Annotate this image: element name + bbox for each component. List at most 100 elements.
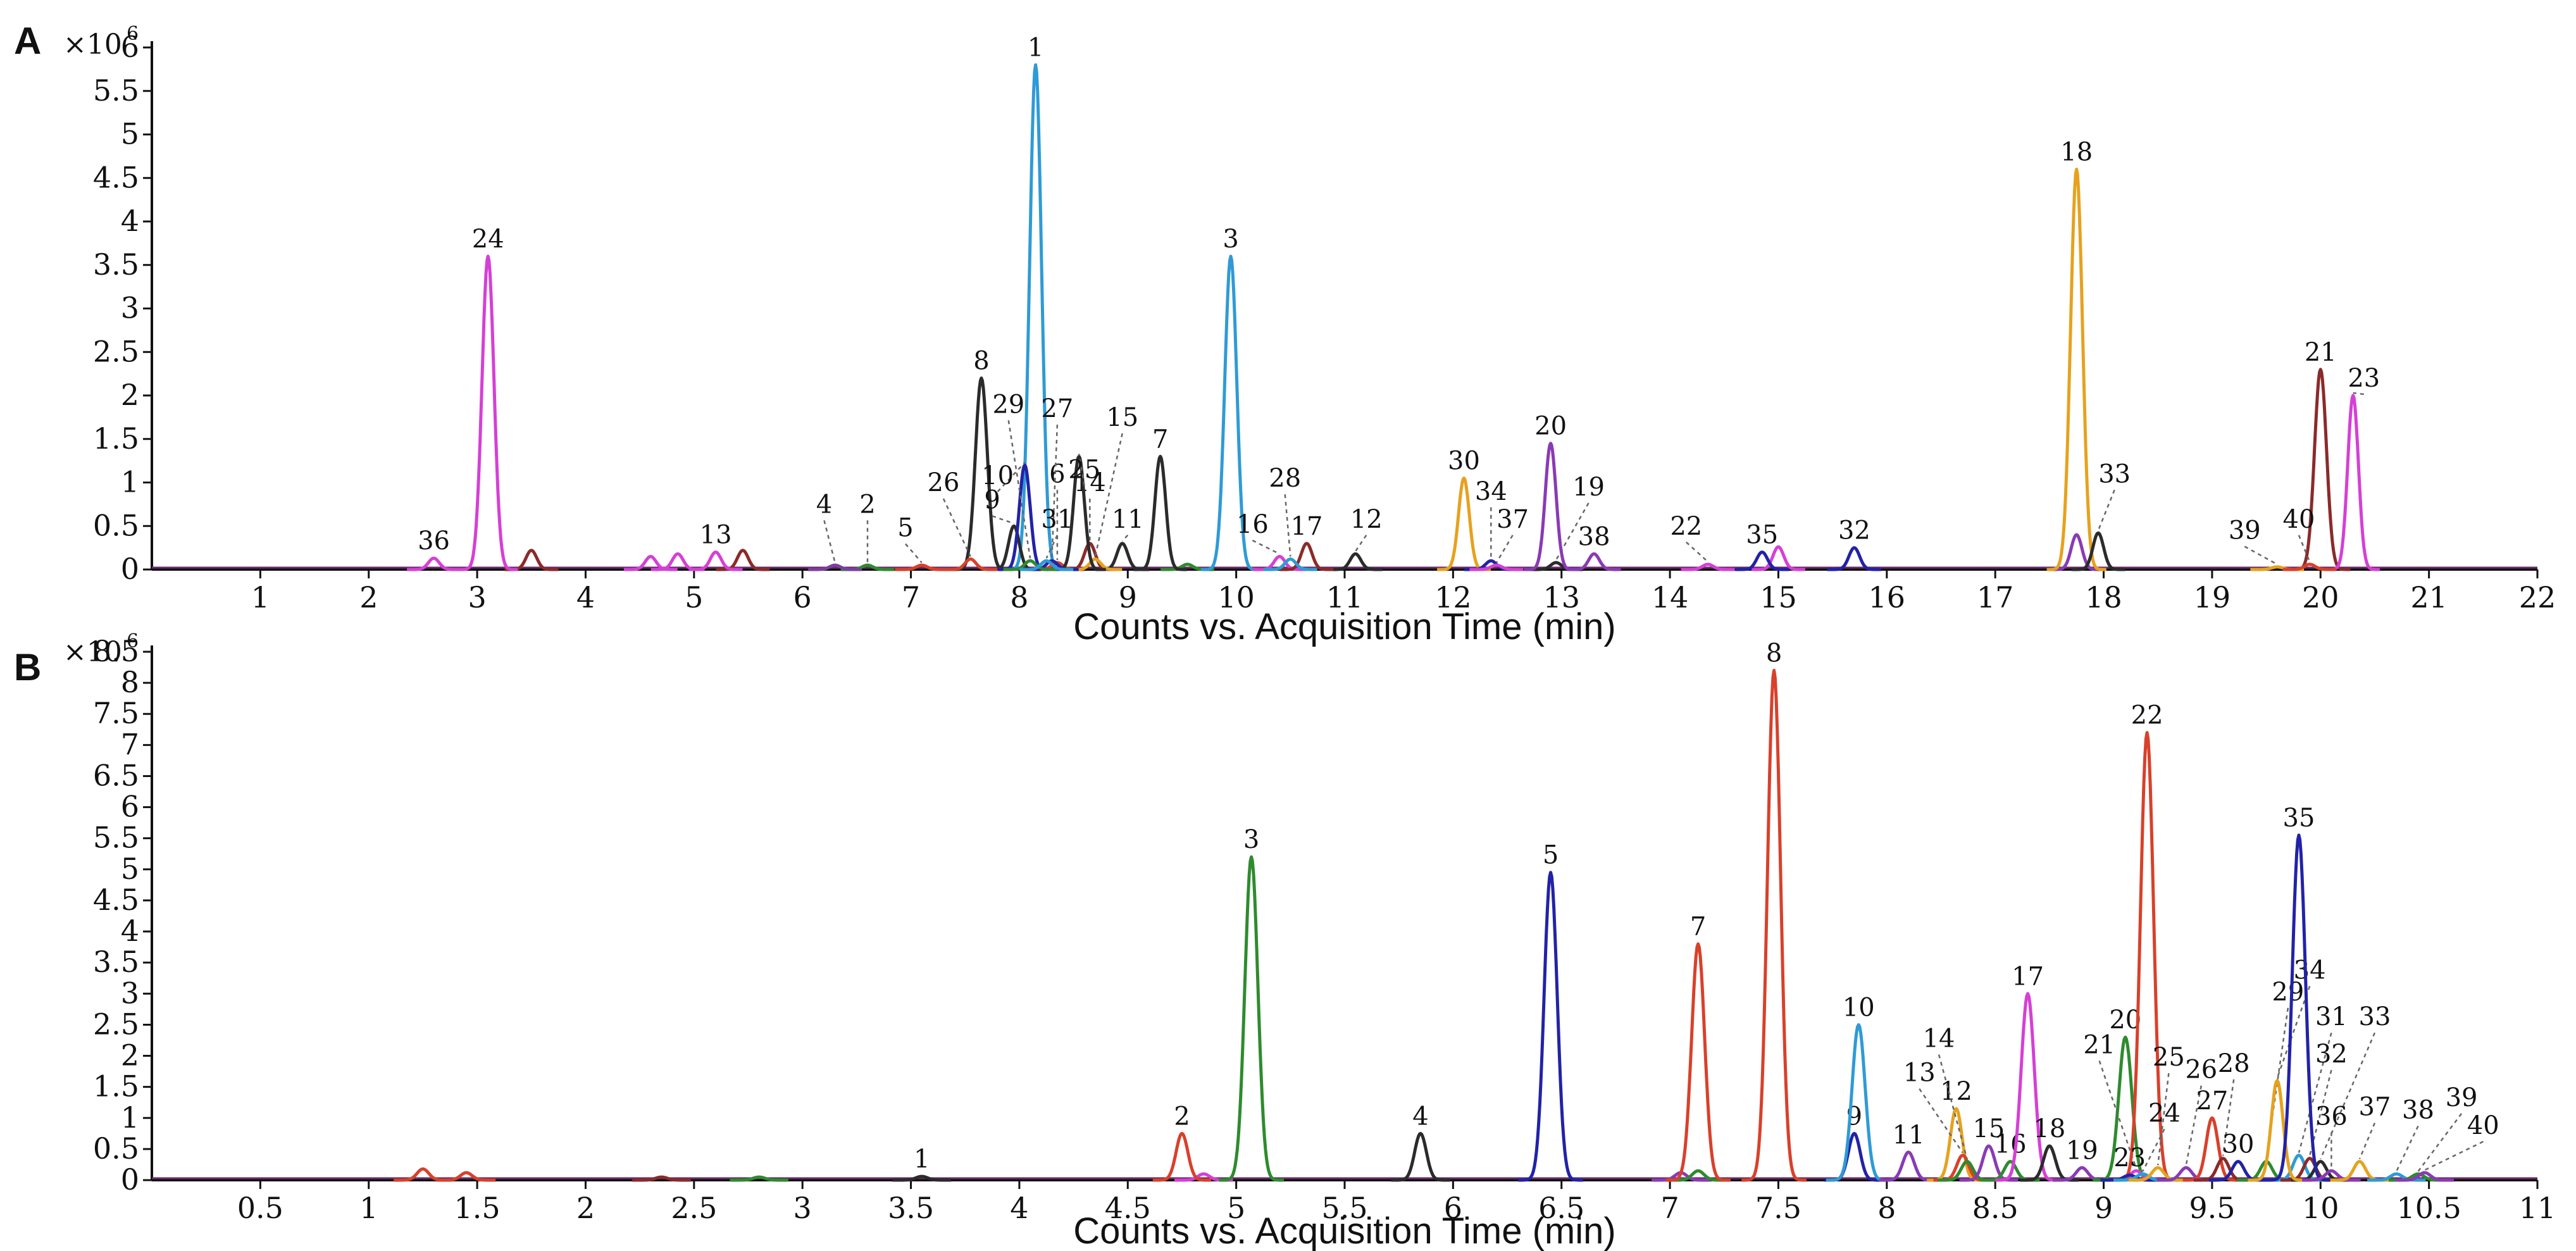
x-tick-label: 2: [359, 580, 378, 614]
x-tick-label: 9: [1119, 580, 1137, 614]
peak-label-39: 39: [2229, 516, 2261, 545]
peak-leader-line: [2298, 535, 2311, 563]
peak-trace-3: [1200, 254, 1262, 571]
x-tick-label: 3.5: [888, 1191, 934, 1225]
peak-trace-2: [1152, 1131, 1212, 1182]
x-tick-label: 19: [2194, 580, 2231, 614]
peak-label-23: 23: [2113, 1143, 2146, 1173]
peak-trace-33: [2070, 531, 2126, 571]
y-tick-label: 6.5: [93, 758, 139, 792]
peak-trace-27: [2182, 1116, 2243, 1182]
peak-trace-25: [2128, 1166, 2188, 1182]
peak-label-5: 5: [897, 514, 913, 543]
y-tick-label: 4.5: [93, 883, 139, 917]
peak-leader-line: [905, 543, 923, 563]
peak-leader-line: [2276, 986, 2311, 1079]
minor-peak-trace: [436, 1171, 497, 1182]
x-tick-label: 3: [468, 580, 486, 614]
peak-label-15: 15: [1106, 403, 1138, 432]
peak-label-17: 17: [2012, 962, 2044, 991]
minor-peak-trace: [632, 1175, 692, 1182]
peak-label-37: 37: [2359, 1093, 2391, 1122]
x-tick-label: 11: [1326, 580, 1364, 614]
peak-label-8: 8: [973, 347, 989, 376]
x-tick-label: 2.5: [671, 1191, 717, 1225]
peak-leader-line: [2298, 1032, 2332, 1154]
peak-label-22: 22: [2131, 701, 2163, 730]
peak-leader-line: [997, 462, 1026, 492]
x-tick-label: 10: [1217, 580, 1255, 614]
peak-label-6: 6: [1049, 459, 1065, 489]
y-tick-label: 7.5: [93, 696, 139, 730]
x-tick-label: 1.5: [454, 1191, 501, 1225]
x-tick-label: 11: [2519, 1191, 2556, 1225]
x-tick-label: 0.5: [237, 1191, 283, 1225]
x-tick-label: 6: [1444, 1191, 1462, 1225]
peak-label-31: 31: [1041, 505, 1073, 534]
peak-leader-line: [1685, 541, 1708, 563]
x-tick-label: 5: [685, 580, 703, 614]
y-tick-label: 3.5: [93, 247, 139, 282]
peak-label-32: 32: [1838, 516, 1870, 545]
y-tick-label: 4.5: [93, 160, 139, 194]
y-tick-label: 6: [121, 30, 139, 64]
y-tick-label: 8.5: [93, 634, 139, 668]
x-tick-label: 21: [2410, 580, 2448, 614]
y-tick-label: 2: [121, 378, 139, 412]
peak-leader-line: [1355, 535, 1367, 552]
peak-leader-line: [2185, 1085, 2203, 1166]
peak-leader-line: [2098, 1060, 2137, 1169]
peak-leader-line: [1252, 539, 1280, 555]
peak-leader-line: [2396, 1125, 2419, 1172]
peak-label-36: 36: [418, 526, 450, 556]
minor-peak-trace: [504, 549, 559, 571]
peak-label-27: 27: [2196, 1086, 2228, 1116]
peak-trace-35: [1734, 551, 1790, 571]
peak-trace-7: [1665, 942, 1731, 1182]
minor-peak-trace: [729, 1175, 789, 1182]
peak-trace-29: [1002, 559, 1058, 571]
peak-label-14: 14: [1074, 468, 1106, 497]
peak-label-15: 15: [1972, 1114, 2005, 1143]
peak-trace-40: [2394, 1171, 2455, 1182]
peak-label-3: 3: [1243, 825, 1259, 854]
y-tick-label: 3: [121, 976, 139, 1010]
peak-label-23: 23: [2348, 364, 2380, 393]
peak-label-1: 1: [914, 1145, 930, 1174]
peak-label-18: 18: [2033, 1114, 2065, 1143]
panel-letter: A: [14, 20, 41, 62]
peak-trace-34: [2247, 1079, 2307, 1182]
x-tick-label: 8: [1877, 1191, 1896, 1225]
peak-trace-24: [457, 254, 519, 571]
peak-label-31: 31: [2315, 1002, 2348, 1031]
peak-trace-16: [1252, 554, 1307, 571]
panel-b: B ×10 600.511.522.533.544.555.566.577.588.…: [14, 630, 2556, 1251]
y-tick-label: 2.5: [93, 334, 139, 368]
y-tick-label: 3.5: [93, 945, 139, 979]
peak-trace-5: [1517, 871, 1584, 1182]
x-axis-title: Counts vs. Acquisition Time (min): [1073, 1211, 1615, 1251]
peak-label-21: 21: [2305, 338, 2337, 367]
peak-label-13: 13: [700, 521, 732, 550]
peak-label-26: 26: [2185, 1055, 2217, 1085]
peak-trace-4: [1390, 1131, 1451, 1182]
x-tick-label: 5.5: [1321, 1191, 1367, 1225]
peak-label-8: 8: [1766, 638, 1782, 668]
peak-label-39: 39: [2446, 1083, 2478, 1112]
y-multiplier-exponent: 6: [127, 630, 139, 652]
peak-trace-5: [894, 563, 950, 571]
peak-trace-38: [2367, 1172, 2427, 1182]
y-tick-label: 4: [121, 204, 139, 238]
minor-peak-trace: [1668, 1169, 1728, 1182]
peak-label-19: 19: [2066, 1136, 2098, 1165]
x-tick-label: 12: [1434, 580, 1472, 614]
peak-label-25: 25: [2153, 1043, 2185, 1072]
x-tick-label: 6: [793, 580, 812, 614]
peak-label-2: 2: [1174, 1102, 1190, 1131]
panel-letter: B: [14, 646, 41, 688]
peak-trace-36: [406, 556, 461, 571]
x-tick-label: 17: [1977, 580, 2014, 614]
peak-label-16: 16: [1236, 510, 1269, 539]
peak-trace-40: [2282, 563, 2337, 571]
